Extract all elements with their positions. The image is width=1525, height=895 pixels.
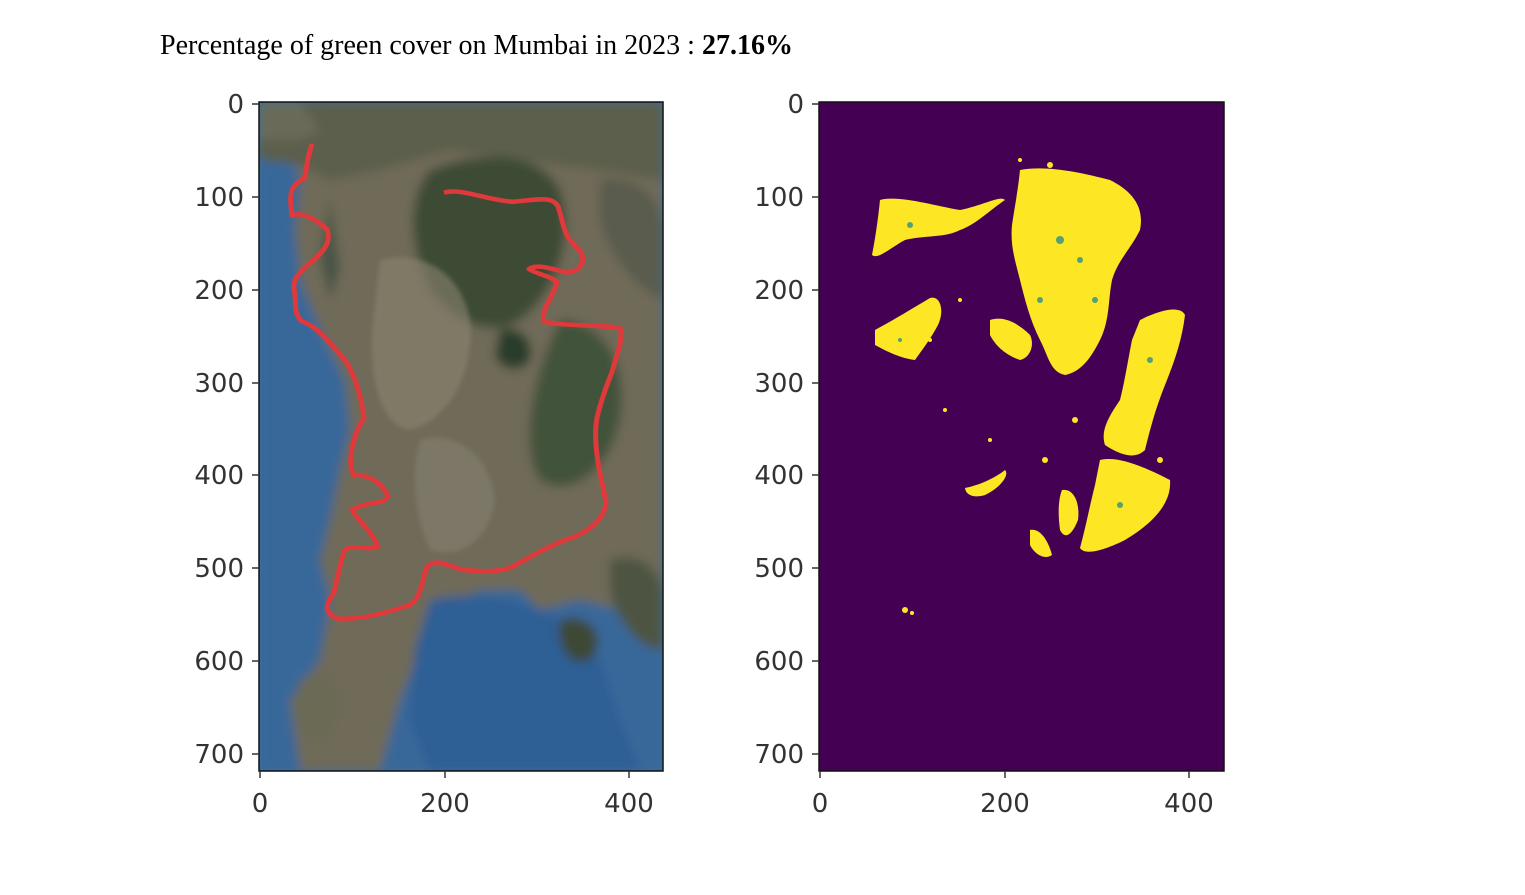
right-y-tick: 0 bbox=[787, 90, 804, 120]
left-x-tick: 400 bbox=[604, 789, 654, 819]
right-y-tick: 600 bbox=[754, 647, 804, 677]
left-x-tick: 200 bbox=[420, 789, 470, 819]
right-y-tick: 400 bbox=[754, 461, 804, 491]
left-x-tick: 0 bbox=[252, 789, 269, 819]
left-y-tick: 0 bbox=[227, 90, 244, 120]
green-cover-mask-panel bbox=[819, 102, 1224, 771]
right-y-tick: 200 bbox=[754, 276, 804, 306]
left-y-tick: 600 bbox=[194, 647, 244, 677]
right-x-tick: 0 bbox=[812, 789, 829, 819]
left-y-tick: 700 bbox=[194, 740, 244, 770]
right-y-tick: 500 bbox=[754, 554, 804, 584]
right-y-tick: 700 bbox=[754, 740, 804, 770]
left-y-tick: 300 bbox=[194, 369, 244, 399]
right-y-tick: 300 bbox=[754, 369, 804, 399]
satellite-image-panel bbox=[259, 102, 663, 771]
right-x-tick: 200 bbox=[980, 789, 1030, 819]
left-y-tick: 400 bbox=[194, 461, 244, 491]
right-x-tick: 400 bbox=[1164, 789, 1214, 819]
right-y-tick: 100 bbox=[754, 183, 804, 213]
left-y-tick: 100 bbox=[194, 183, 244, 213]
left-y-tick: 200 bbox=[194, 276, 244, 306]
left-y-tick: 500 bbox=[194, 554, 244, 584]
